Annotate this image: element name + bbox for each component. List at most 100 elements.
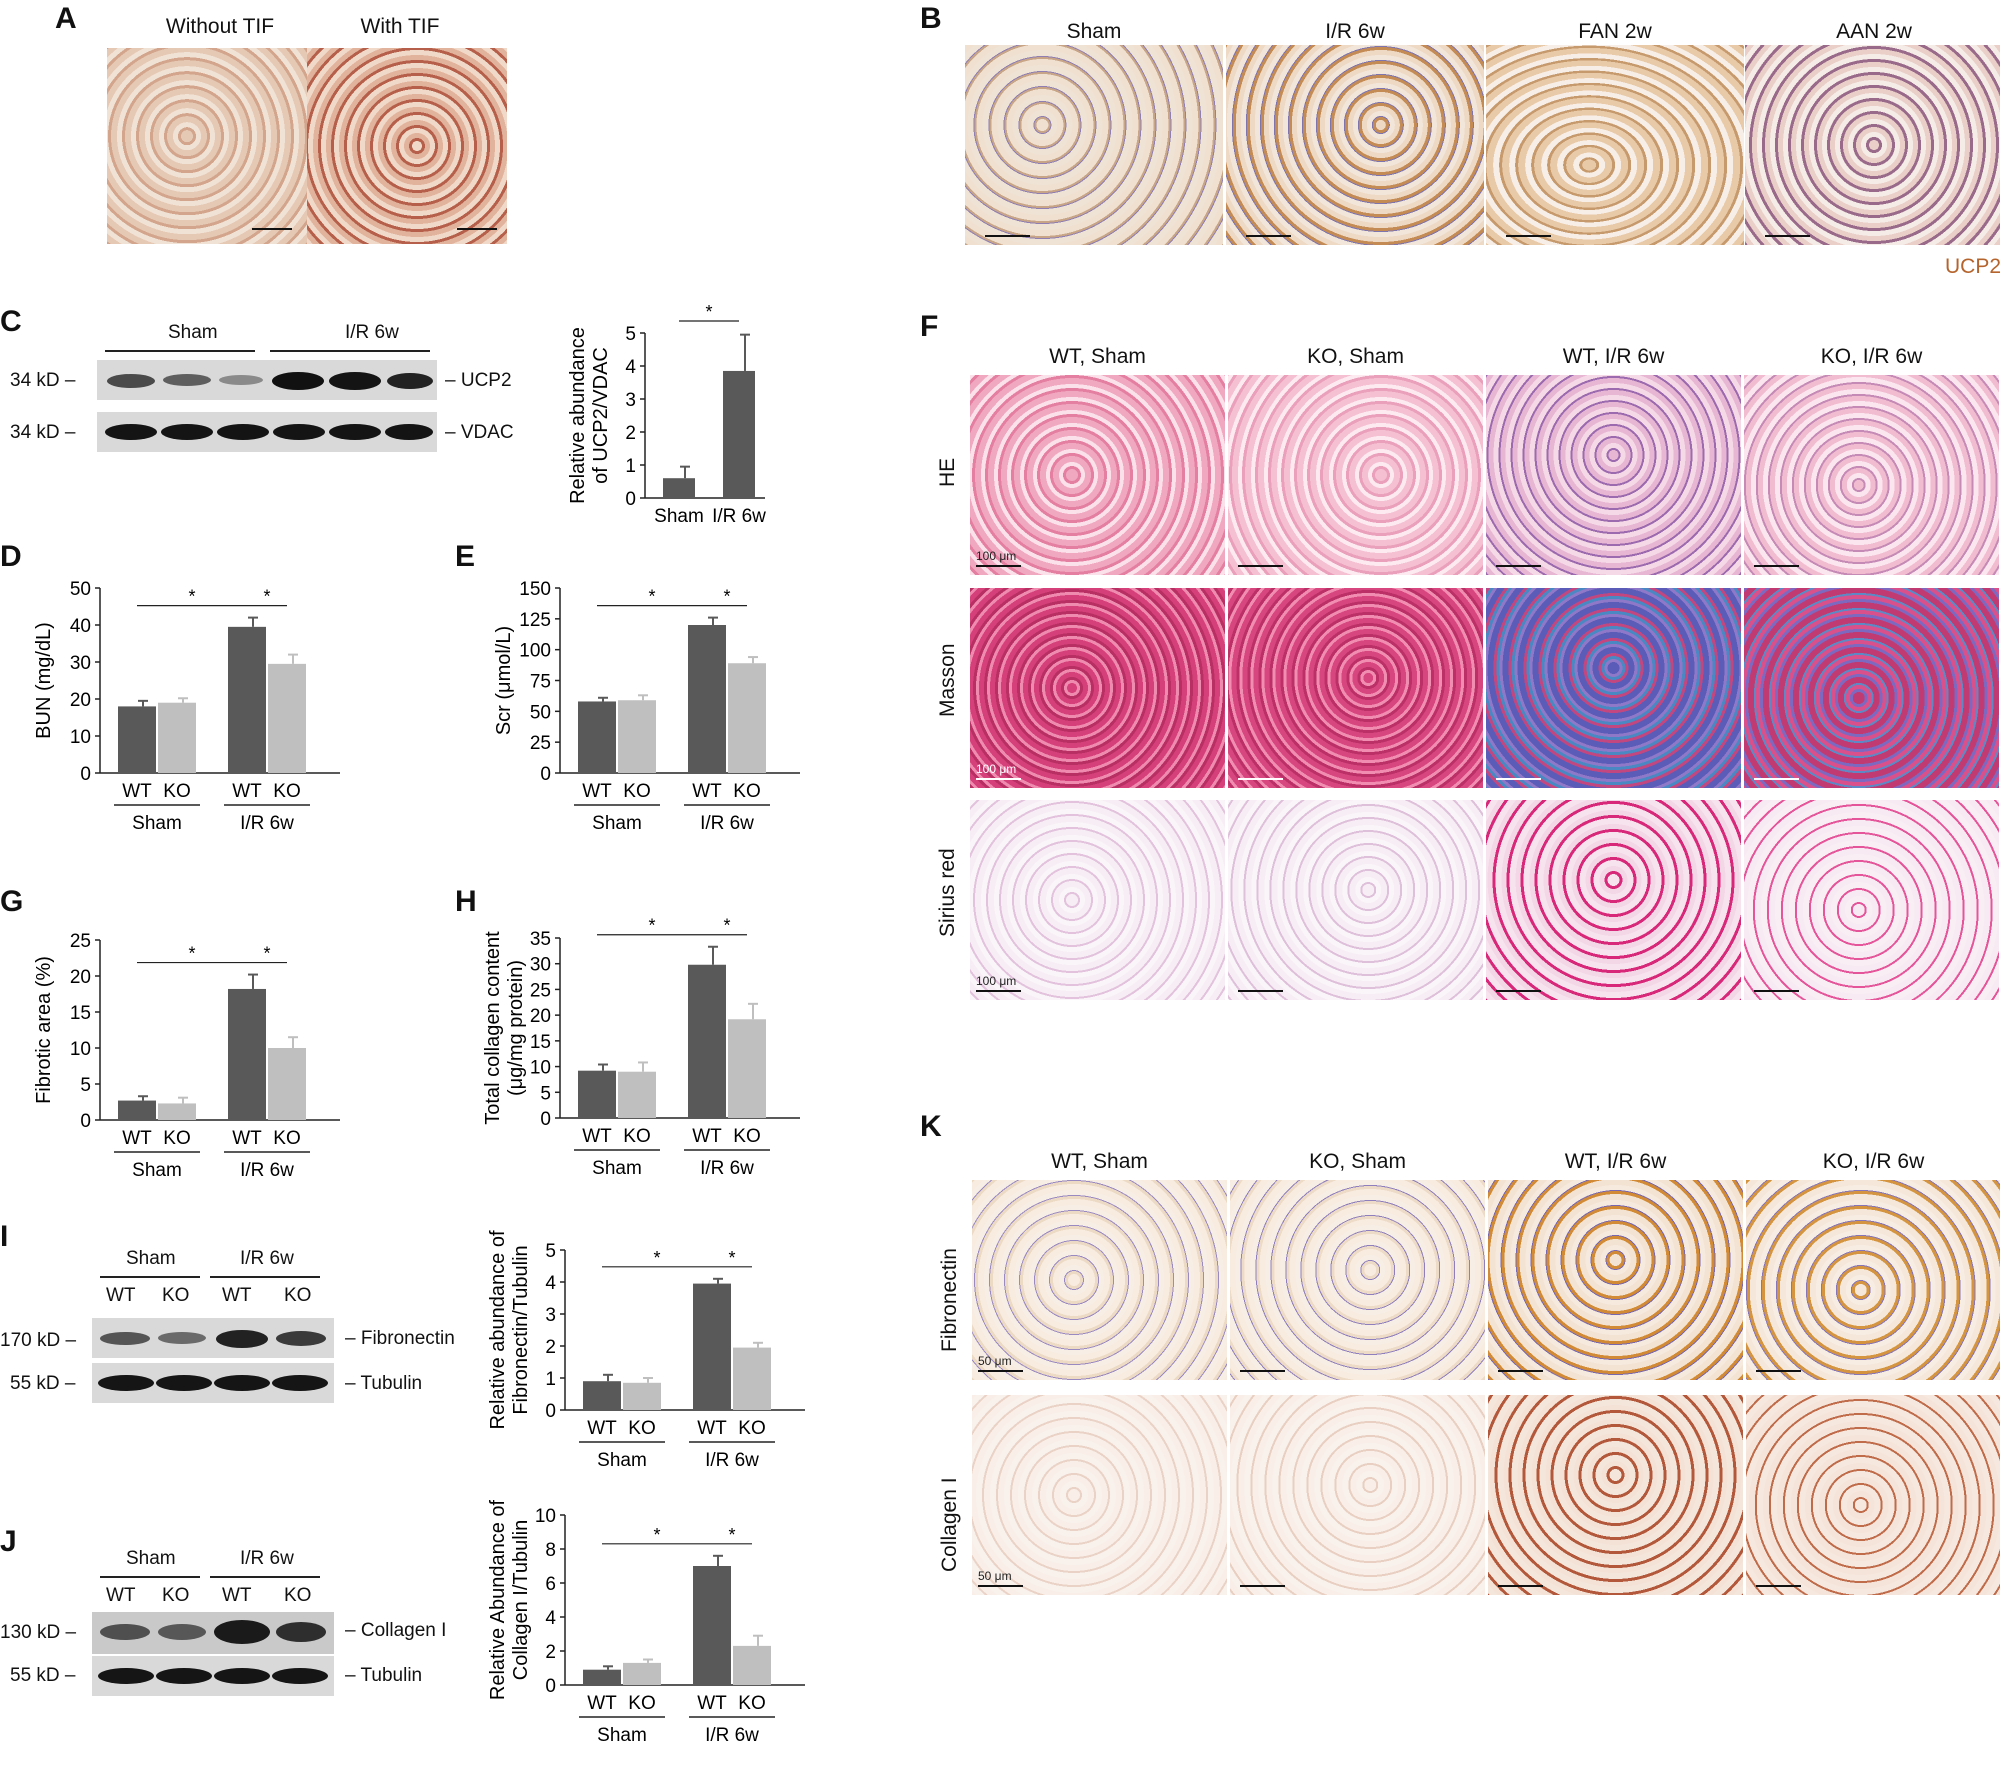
subcategory-label: KO: [273, 1128, 300, 1149]
y-tick-label: 100: [519, 641, 551, 662]
bar: [663, 478, 695, 498]
group-label: Sham: [592, 1158, 642, 1179]
y-tick-label: 10: [70, 727, 91, 748]
subcategory-label: KO: [163, 781, 190, 802]
y-tick-label: 30: [70, 653, 91, 674]
scale-bar: [457, 228, 497, 230]
y-tick-label: 4: [545, 1273, 556, 1294]
y-tick-label: 40: [70, 616, 91, 637]
panel-f-header-ko-ir-6w: KO, I/R 6w: [1820, 345, 1923, 368]
scale-bar: [1754, 990, 1799, 992]
scale-bar: [1240, 1585, 1285, 1587]
y-tick-label: 20: [530, 1006, 551, 1027]
group-underline: [100, 1276, 200, 1278]
group-underline: [100, 1576, 200, 1578]
y-tick-label: 0: [80, 1111, 91, 1132]
scale-bar: [978, 1585, 1023, 1587]
y-tick-label: 5: [545, 1241, 556, 1262]
marker-130kd: 130 kD –: [0, 1622, 77, 1643]
y-axis-label: Relative abundanceof UCP2/VDAC: [567, 327, 612, 504]
y-axis-label: Total collagen content(μg/mg protein): [482, 931, 527, 1125]
scale-bar: [1498, 1585, 1543, 1587]
micrograph-k-fibronectin-ko-ir-6w: [1746, 1180, 2000, 1380]
lane-wt: WT: [222, 1585, 252, 1606]
scale-bar: [1754, 778, 1799, 780]
group-label: I/R 6w: [240, 1160, 294, 1181]
significance-star: *: [705, 302, 712, 322]
significance-star: *: [653, 1525, 660, 1545]
micrograph-b-aan-2w: [1745, 45, 2000, 245]
y-tick-label: 0: [80, 764, 91, 785]
significance-star: *: [723, 916, 730, 936]
y-tick-label: 1: [545, 1369, 556, 1390]
significance-star: *: [263, 944, 270, 964]
y-tick-label: 3: [545, 1305, 556, 1326]
scale-bar: [1496, 990, 1541, 992]
scale-bar: [1754, 565, 1799, 567]
subcategory-label: KO: [733, 781, 760, 802]
subcategory-label: WT: [122, 1128, 152, 1149]
blot-ucp2: [97, 360, 437, 400]
panel-b-header-sham: Sham: [1066, 20, 1122, 43]
micrograph-f-sirius-ko-sham: [1228, 800, 1483, 1000]
y-tick-label: 50: [70, 579, 91, 600]
group-label: I/R 6w: [705, 1450, 759, 1471]
y-tick-label: 35: [530, 929, 551, 950]
micrograph-f-he-wt-sham: 100 μm: [970, 375, 1225, 575]
protein-label-tubulin: – Tubulin: [345, 1373, 423, 1394]
y-tick-label: 1: [625, 456, 636, 477]
group-underline: [210, 1576, 320, 1578]
bar: [268, 1048, 306, 1120]
subcategory-label: WT: [232, 1128, 262, 1149]
panel-label-k: K: [920, 1110, 942, 1143]
stain-legend-ucp2: UCP2: [1945, 255, 2000, 278]
bar: [623, 1382, 661, 1410]
group-underline: [270, 350, 430, 352]
chart-e-scr: 0 25 50 75 100 125 150 Scr (μmol/L) WT KO Sham WT KO…: [493, 579, 800, 834]
micrograph-k-fibronectin-wt-sham: 50 μm: [972, 1180, 1227, 1380]
bar: [583, 1669, 621, 1685]
y-tick-label: 15: [530, 1032, 551, 1053]
micrograph-b-sham: [965, 45, 1223, 245]
subcategory-label: KO: [163, 1128, 190, 1149]
bar: [268, 663, 306, 773]
micrograph-f-sirius-wt-ir-6w: [1486, 800, 1741, 1000]
y-tick-label: 0: [540, 1109, 551, 1130]
micrograph-f-masson-ko-sham: [1228, 588, 1483, 788]
y-tick-label: 25: [530, 980, 551, 1001]
y-axis-label: Relative Abundance ofCollagen I/Tubulin: [487, 1500, 532, 1700]
group-label: I/R 6w: [240, 813, 294, 834]
y-tick-label: 0: [625, 489, 636, 510]
y-tick-label: 6: [545, 1574, 556, 1595]
significance-star: *: [263, 587, 270, 607]
subcategory-label: KO: [273, 781, 300, 802]
micrograph-k-collagen-ko-sham: [1230, 1395, 1485, 1595]
group-label: I/R 6w: [700, 813, 754, 834]
panel-a-header-without-tif: Without TIF: [165, 15, 275, 38]
scale-bar-label: 50 μm: [978, 1569, 1012, 1583]
scale-bar: [976, 990, 1021, 992]
panel-label-c: C: [0, 305, 22, 338]
scale-bar: [1765, 235, 1810, 237]
bar: [618, 1071, 656, 1118]
bar: [693, 1283, 731, 1410]
y-tick-label: 4: [625, 357, 636, 378]
protein-label-collagen-i: – Collagen I: [345, 1620, 447, 1641]
micrograph-k-fibronectin-wt-ir-6w: [1488, 1180, 1743, 1380]
subcategory-label: WT: [587, 1418, 617, 1439]
subcategory-label: KO: [623, 1126, 650, 1147]
subcategory-label: KO: [628, 1418, 655, 1439]
bar: [728, 663, 766, 773]
subcategory-label: WT: [122, 781, 152, 802]
panel-f-header-ko-sham: KO, Sham: [1307, 345, 1404, 368]
chart-g-fibrotic-area: 0 5 10 15 20 25 Fibrotic area (%) WT KO Sham WT KO I…: [33, 931, 340, 1181]
group-label-sham: Sham: [126, 1248, 176, 1269]
group-label-ir-6w: I/R 6w: [345, 322, 399, 343]
bar: [118, 1100, 156, 1120]
panel-f-header-wt-ir-6w: WT, I/R 6w: [1562, 345, 1665, 368]
y-tick-label: 15: [70, 1003, 91, 1024]
micrograph-k-fibronectin-ko-sham: [1230, 1180, 1485, 1380]
panel-label-a: A: [55, 2, 77, 35]
lane-ko: KO: [162, 1285, 190, 1306]
